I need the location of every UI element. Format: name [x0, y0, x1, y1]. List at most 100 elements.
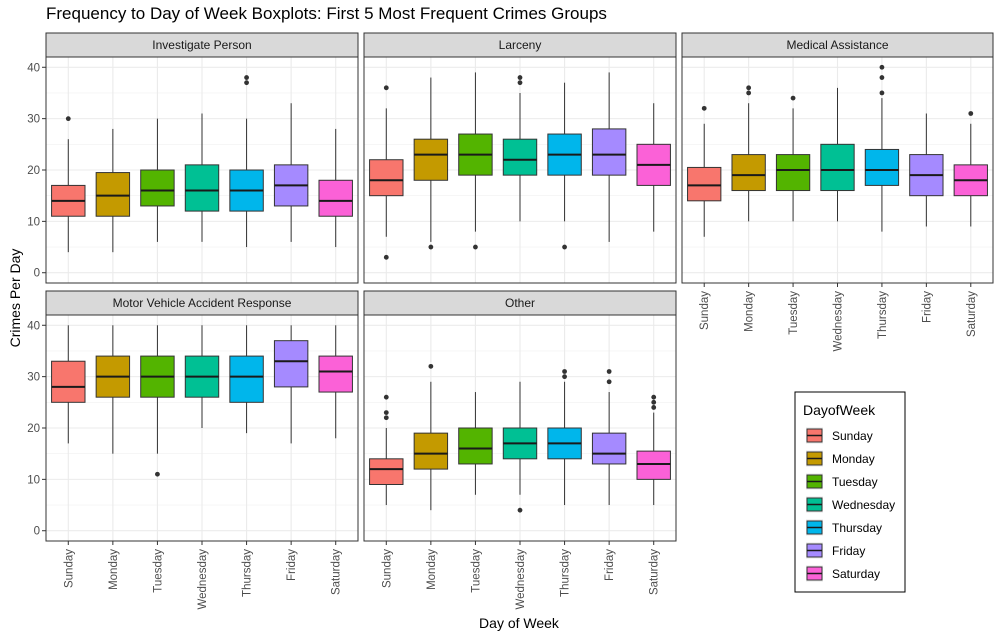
- outlier-point: [517, 80, 523, 86]
- box-sunday: [369, 85, 404, 260]
- box-iqr: [51, 360, 86, 403]
- box-friday: [273, 103, 309, 242]
- x-tick-label: Thursday: [560, 549, 572, 597]
- box-iqr: [369, 458, 404, 485]
- legend-item-thursday: Thursday: [806, 519, 882, 536]
- legend-label: Friday: [832, 544, 865, 558]
- box-iqr: [318, 179, 353, 217]
- box-monday: [731, 85, 766, 222]
- outlier-point: [562, 374, 567, 380]
- facet-investigate-person: Investigate Person 0 10 20 30 40: [27, 32, 359, 284]
- y-tick-label: 40: [27, 62, 40, 74]
- outlier-point: [606, 379, 612, 385]
- box-saturday: [636, 103, 671, 232]
- outlier-point: [651, 394, 657, 400]
- x-tick-label: Tuesday: [470, 549, 482, 593]
- box-sunday: [369, 394, 404, 506]
- box-iqr: [502, 138, 538, 176]
- outlier-point: [383, 415, 389, 421]
- box-thursday: [864, 64, 900, 232]
- facet-strip: [45, 290, 359, 316]
- legend-item-saturday: Saturday: [806, 565, 880, 582]
- box-iqr: [229, 355, 264, 403]
- box-iqr: [820, 143, 855, 192]
- box-iqr: [591, 432, 627, 465]
- box-iqr: [636, 450, 671, 480]
- outlier-point: [428, 363, 434, 369]
- box-iqr: [775, 154, 811, 192]
- x-tick-label: Monday: [744, 291, 756, 332]
- panel-border: [363, 56, 677, 284]
- facet-motor-vehicle-accident-response: Motor Vehicle Accident Response 0 10 20 30 40…: [27, 290, 359, 610]
- box-friday: [909, 113, 944, 227]
- x-tick-label: Friday: [921, 291, 933, 323]
- y-tick-label: 20: [27, 423, 40, 435]
- box-iqr: [458, 427, 493, 465]
- legend-label: Wednesday: [832, 498, 895, 512]
- outlier-point: [701, 105, 707, 111]
- outlier-point: [383, 394, 389, 400]
- y-tick-label: 20: [27, 165, 40, 177]
- legend-label: Sunday: [832, 429, 873, 443]
- y-tick-label: 10: [27, 474, 40, 486]
- y-tick-label: 10: [27, 216, 40, 228]
- x-tick-label: Sunday: [381, 549, 393, 588]
- outlier-point: [155, 471, 160, 477]
- y-tick-label: 40: [27, 320, 40, 332]
- y-tick-label: 0: [34, 268, 40, 280]
- box-iqr: [731, 154, 766, 192]
- box-saturday: [953, 111, 988, 227]
- legend-box: [794, 391, 906, 593]
- x-tick-label: Tuesday: [152, 549, 164, 593]
- x-tick-label: Friday: [604, 549, 616, 581]
- x-tick-label: Wednesday: [833, 291, 845, 352]
- outlier-point: [428, 244, 434, 250]
- outlier-point: [606, 369, 612, 374]
- outlier-point: [879, 75, 885, 80]
- outlier-point: [244, 80, 249, 86]
- box-iqr: [413, 432, 449, 470]
- y-tick-label: 0: [34, 526, 40, 538]
- outlier-point: [383, 254, 389, 260]
- facet-strip-label: Other: [505, 296, 535, 310]
- outlier-point: [473, 244, 478, 250]
- x-tick-label: Sunday: [699, 291, 711, 330]
- y-axis-title: Crimes Per Day: [7, 249, 23, 348]
- box-iqr: [95, 172, 131, 217]
- legend-label: Monday: [832, 452, 875, 466]
- box-monday: [413, 77, 449, 250]
- x-tick-label: Saturday: [331, 549, 343, 595]
- box-saturday: [318, 325, 353, 439]
- legend-item-friday: Friday: [806, 542, 865, 559]
- box-tuesday: [458, 72, 493, 250]
- outlier-point: [746, 85, 752, 91]
- box-iqr: [591, 128, 627, 176]
- box-friday: [591, 72, 627, 242]
- outlier-point: [790, 95, 796, 101]
- x-tick-label: Wednesday: [197, 549, 209, 610]
- box-iqr: [864, 148, 900, 186]
- box-thursday: [547, 82, 582, 250]
- facet-strip: [45, 32, 359, 58]
- box-wednesday: [502, 75, 538, 222]
- facet-strip-label: Medical Assistance: [786, 38, 888, 52]
- outlier-point: [879, 90, 885, 96]
- facet-strip: [681, 32, 994, 58]
- x-tick-label: Thursday: [877, 291, 889, 339]
- box-iqr: [318, 355, 353, 393]
- outlier-point: [383, 410, 389, 415]
- box-iqr: [184, 164, 220, 212]
- legend-label: Tuesday: [832, 475, 878, 489]
- facet-strip-label: Investigate Person: [152, 38, 251, 52]
- box-iqr: [687, 166, 722, 202]
- outlier-point: [562, 244, 567, 250]
- outlier-point: [383, 85, 389, 91]
- box-wednesday: [184, 113, 220, 242]
- box-tuesday: [140, 325, 175, 477]
- box-monday: [95, 325, 131, 454]
- outlier-point: [746, 90, 752, 96]
- legend-item-monday: Monday: [806, 450, 875, 467]
- facet-other: Other Sunday Monday Tuesday Wednesday Thursda…: [363, 290, 677, 610]
- outlier-point: [651, 405, 657, 410]
